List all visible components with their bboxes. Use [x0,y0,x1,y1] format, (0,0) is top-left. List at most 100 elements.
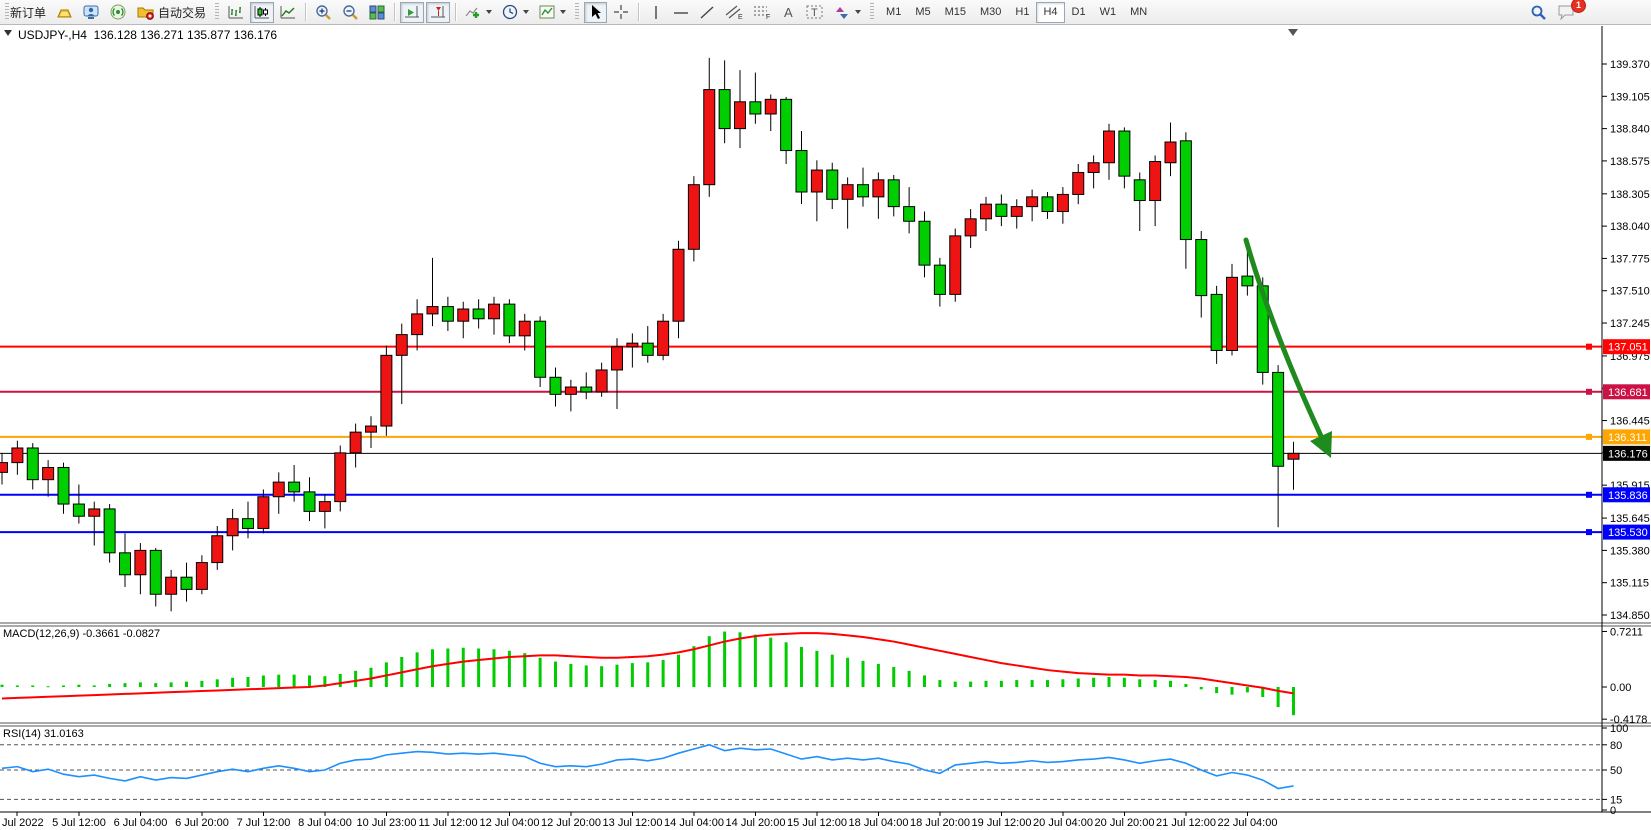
candle-body [564,386,577,395]
tile-windows-button[interactable] [365,2,389,23]
macd-histogram-bar [431,649,434,687]
arrows-button[interactable] [830,2,865,23]
indicator-list-arrow-icon[interactable] [4,30,12,36]
candle-body [810,169,823,193]
candle-body [1226,276,1238,351]
zoom-in-button[interactable] [311,2,336,23]
time-tick-label: 7 Jul 12:00 [237,817,291,829]
fibonacci-button[interactable]: F [749,2,775,23]
text-label-button[interactable]: T [802,2,828,23]
macd-histogram-bar [1215,687,1219,694]
trendline-button[interactable] [695,2,719,23]
toolbar-grip[interactable] [5,3,9,21]
line-handle[interactable] [1586,529,1592,536]
chevron-down-icon [855,10,862,14]
macd-histogram-bar [892,666,896,687]
price-tick-label: 138.575 [1610,156,1650,168]
search-icon [1531,5,1546,20]
cursor-button[interactable] [584,1,608,23]
time-tick-label: 19 Jul 12:00 [972,817,1032,829]
annotation-arrow[interactable] [1243,237,1324,439]
price-tick-label: 136.445 [1610,416,1650,428]
macd-histogram-bar [523,653,527,687]
candle-body [318,501,331,512]
time-tick-label: 5 Jul 12:00 [52,817,106,829]
indicators-button[interactable] [461,2,496,23]
channel-button[interactable]: E [721,2,747,23]
line-chart-icon [280,5,296,18]
gold-ingot-button[interactable] [52,2,77,23]
macd-histogram-bar [323,676,327,687]
candle-body [242,518,254,529]
crosshair-button[interactable] [609,2,633,23]
new-order-button[interactable]: 新订单 [6,2,50,23]
candle-body [780,98,793,152]
rsi-line [1,743,1294,790]
price-tick-label: 135.380 [1610,545,1650,557]
annotation-arrow-head[interactable] [1310,431,1332,458]
templates-button[interactable] [535,2,570,23]
macd-histogram-bar [876,663,880,687]
auto-scroll-button[interactable] [400,1,425,23]
line-handle[interactable] [1586,388,1592,395]
periods-button[interactable] [498,2,533,23]
vertical-line-button[interactable] [644,2,667,23]
chart-shift-icon [431,5,446,17]
candle-body [703,89,716,186]
macd-histogram-bar [123,683,127,687]
candle-body [334,452,347,503]
macd-histogram-bar [646,662,650,687]
autotrading-button[interactable]: 自动交易 [133,2,210,23]
time-tick-label: 15 Jul 12:00 [787,817,847,829]
line-handle[interactable] [1586,343,1592,350]
candle-body [257,496,270,529]
time-tick-label: 20 Jul 20:00 [1095,817,1155,829]
horizontal-line-button[interactable] [669,2,693,23]
remote-terminal-button[interactable] [79,2,104,23]
line-handle[interactable] [1586,433,1592,440]
signal-button[interactable] [106,2,131,23]
text-icon: A [784,5,793,20]
macd-histogram-bar [261,675,265,687]
timeframe-m30-button[interactable]: M30 [973,2,1008,23]
line-handle[interactable] [1586,491,1592,498]
zoom-out-button[interactable] [338,2,363,23]
time-tick-label: 21 Jul 12:00 [1156,817,1216,829]
templates-icon [539,5,555,18]
timeframe-m1-button[interactable]: M1 [879,2,908,23]
candle-body [503,303,516,337]
timeframe-mn-button[interactable]: MN [1123,2,1154,23]
price-tick-label: 138.305 [1610,189,1650,201]
search-button[interactable] [1526,2,1551,23]
candle-body [964,218,977,237]
candle-body [288,481,301,493]
timeframe-h1-button[interactable]: H1 [1008,2,1036,23]
bar-chart-button[interactable] [224,2,248,23]
svg-text:E: E [738,14,743,20]
timeframe-m15-button[interactable]: M15 [938,2,973,23]
candle-body [472,308,485,320]
notification-badge[interactable]: 1 [1571,0,1586,13]
chart-shift-marker-icon[interactable] [1288,29,1298,36]
svg-text:A: A [784,5,793,20]
chart-shift-button[interactable] [426,1,451,23]
text-button[interactable]: A [777,2,800,23]
toolbar-separator [305,3,307,21]
price-badge [1603,339,1650,355]
macd-histogram-bar [723,631,727,687]
candlestick-chart-button[interactable] [250,1,275,23]
macd-histogram-bar [185,681,188,687]
channel-icon: E [725,5,743,20]
toolbar-grip[interactable] [870,3,875,21]
toolbar-grip[interactable] [575,3,580,21]
timeframe-h4-button[interactable]: H4 [1036,1,1065,23]
toolbar-grip[interactable] [215,3,220,21]
candle-body [103,508,116,554]
timeframe-m5-button[interactable]: M5 [908,2,937,23]
timeframe-d1-button[interactable]: D1 [1065,2,1093,23]
chevron-down-icon [560,10,567,14]
line-chart-button[interactable] [276,2,300,23]
fibonacci-icon: F [754,6,770,20]
timeframe-w1-button[interactable]: W1 [1093,2,1124,23]
